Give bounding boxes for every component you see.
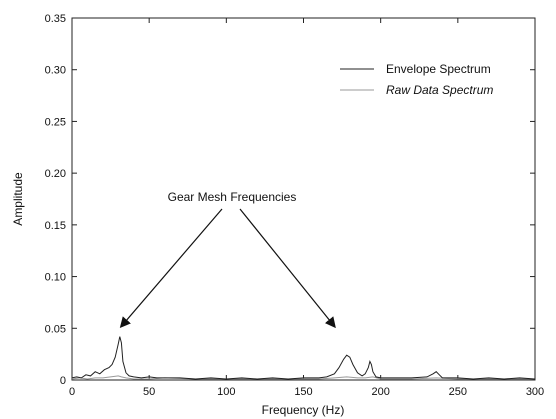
y-axis-label: Amplitude	[11, 172, 25, 226]
x-axis: 0 50 100 150 200 250 300	[69, 18, 544, 398]
y-tick-label: 0.35	[45, 13, 66, 25]
y-tick-label: 0.05	[45, 323, 66, 335]
x-tick-label: 250	[449, 386, 467, 398]
x-tick-label: 50	[143, 386, 155, 398]
annotation-gear-mesh: Gear Mesh Frequencies	[168, 190, 297, 204]
series-layer	[71, 336, 536, 380]
y-tick-label: 0.25	[45, 116, 66, 128]
x-tick-label: 300	[526, 386, 544, 398]
legend-label-raw: Raw Data Spectrum	[386, 83, 493, 97]
y-tick-label: 0.30	[45, 65, 66, 77]
y-tick-label: 0	[60, 375, 66, 387]
annotation-arrow	[119, 208, 223, 329]
x-tick-label: 100	[217, 386, 235, 398]
annotation-arrows	[119, 208, 336, 329]
y-tick-label: 0.15	[45, 220, 66, 232]
x-tick-label: 200	[371, 386, 389, 398]
annotation-arrow	[239, 208, 336, 329]
x-tick-label: 150	[294, 386, 312, 398]
x-tick-label: 0	[69, 386, 75, 398]
y-axis: 0 0.05 0.10 0.15 0.20 0.25 0.30 0.35	[45, 13, 535, 387]
legend-label-envelope: Envelope Spectrum	[386, 62, 491, 76]
series-line-envelope-spectrum	[71, 336, 536, 380]
y-tick-label: 0.10	[45, 272, 66, 284]
x-axis-label: Frequency (Hz)	[262, 403, 345, 417]
series-line-raw-data-spectrum	[71, 375, 535, 380]
legend: Envelope Spectrum Raw Data Spectrum	[340, 62, 493, 97]
y-tick-label: 0.20	[45, 168, 66, 180]
